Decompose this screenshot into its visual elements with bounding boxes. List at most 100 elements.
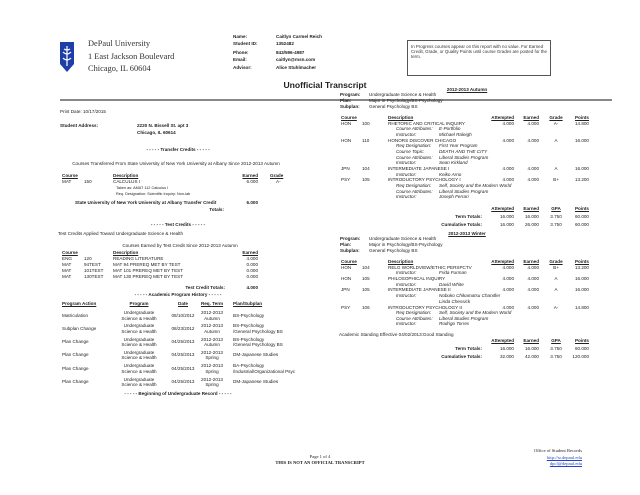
course-grade: A-	[276, 179, 281, 184]
course-detail-value: E-Portfolio	[439, 126, 461, 132]
university-address-line1: 1 East Jackson Boulevard	[88, 52, 175, 61]
course-attempted: 4.000	[502, 177, 515, 183]
history-action: Matriculation	[62, 312, 89, 318]
name-label: Name:	[233, 34, 248, 39]
column-req-term: Req. Term	[200, 301, 224, 306]
course-number: 105	[362, 287, 370, 293]
test-subheading: Courses Earned by Test Credit Since 2012…	[122, 243, 238, 248]
course-detail-value: Linda Chessick	[439, 298, 471, 304]
test-course-subject: MAT	[62, 262, 72, 267]
test-course-description: MAT 130 PREREQ MET BY TEST	[113, 274, 184, 279]
term-totals-earned: 16.000	[524, 346, 539, 352]
course-description: PHILOSOPHICAL INQUIRY	[388, 275, 446, 281]
history-term: 2012-2013	[201, 376, 223, 382]
course-grade: A-	[553, 120, 559, 126]
totals-column-points: Points	[574, 206, 589, 212]
history-term: Spring	[205, 355, 219, 361]
term-plan: Major in Psychology/BS-Psychology	[369, 98, 443, 103]
test-course-number: 94TEST	[84, 262, 101, 267]
course-detail-label: Course Attributes:	[396, 126, 433, 132]
cumulative-totals-gpa: 3.750	[550, 222, 562, 228]
term-totals-earned: 16.000	[524, 214, 539, 220]
undergraduate-record-heading: - - - - - Beginning of Undergraduate Rec…	[124, 391, 232, 396]
term-plan: Major in Psychology/BS-Psychology	[369, 242, 443, 247]
term-subplan-label: Subplan:	[340, 104, 360, 109]
history-date: 08/23/2012	[171, 325, 195, 331]
student-id-label: Student ID:	[233, 41, 258, 46]
history-program: Undergraduate	[123, 336, 155, 342]
term-plan-label: Plan:	[340, 242, 352, 247]
totals-column-points: Points	[574, 338, 589, 344]
course-earned: 4.000	[527, 177, 540, 183]
course-points: 13.200	[574, 177, 589, 183]
history-plan: BS-Psychology	[233, 336, 265, 342]
column-earned: Earned	[242, 250, 258, 255]
course-description: HONORS DISCOVER CHICAGO	[388, 137, 457, 143]
column-plan: Plan/Subplan	[233, 301, 263, 306]
totals-column-attempted: Attempted	[491, 338, 514, 344]
student-address-line2: Chicago, IL 60614	[137, 130, 176, 135]
course-detail-label: Instructor:	[396, 293, 417, 299]
student-id: 1352482	[276, 41, 294, 46]
course-points: 16.000	[574, 287, 589, 293]
history-program: Undergraduate	[123, 376, 155, 382]
academic-standing: Academic Standing Effective 04/02/2013:G…	[339, 332, 454, 338]
office-email[interactable]: dpcl@depaul.edu	[549, 461, 582, 466]
transfer-total-label: State University of New York University …	[75, 200, 217, 205]
column-attempted: Attempted	[491, 259, 514, 264]
test-total: 4.000	[246, 285, 259, 290]
course-detail-value: Liberal Studies Program	[439, 154, 489, 160]
column-description: Description	[388, 115, 414, 120]
term-totals-gpa: 3.750	[550, 214, 562, 220]
term-totals-points: 60.000	[574, 346, 589, 352]
course-description: INTRODUCTORY PSYCHOLOGY II	[388, 304, 462, 310]
course-detail-value: Liberal Studies Program	[439, 315, 489, 321]
history-date: 04/25/2013	[171, 365, 195, 371]
student-address-line1: 2220 N. Bissell St. apt 3	[137, 123, 189, 128]
test-course-earned: 4.000	[246, 256, 259, 261]
term-totals-points: 60.000	[574, 214, 589, 220]
course-description: RHETORIC AND CRITICAL INQUIRY	[388, 120, 465, 126]
cumulative-totals-earned: 26.000	[524, 222, 539, 228]
history-term: 2012-2013	[201, 336, 223, 342]
column-course: Course	[341, 259, 357, 264]
course-earned: 6.000	[246, 179, 259, 184]
term-plan-label: Plan:	[340, 98, 352, 103]
history-program: Undergraduate	[123, 349, 155, 355]
history-plan: BS-Psychology	[233, 323, 265, 329]
page-title: Unofficial Transcript	[283, 80, 367, 90]
course-subject: HON	[341, 137, 352, 143]
course-detail-label: Req Designation:	[396, 143, 432, 149]
student-advisor: Alice Stuhlmacher	[276, 65, 317, 70]
course-attempted: 4.000	[502, 287, 515, 293]
course-detail-value: Joseph Ferrari	[439, 194, 469, 200]
student-email: caitlyn@msn.com	[276, 57, 316, 62]
history-action: Subplan Change	[62, 325, 97, 331]
transfer-subheading: Courses Transferred From State Universit…	[72, 161, 280, 166]
student-address-label: Student Address:	[60, 123, 99, 128]
course-description: INTERMEDIATE JAPANESE I	[388, 166, 450, 171]
course-subject: HON	[341, 264, 352, 270]
term-subplan-label: Subplan:	[340, 248, 360, 253]
cumulative-totals-attempted: 32.000	[499, 354, 514, 360]
column-program-action: Program Action	[62, 301, 97, 306]
office-link[interactable]: http://sr.depaul.edu	[546, 455, 582, 460]
term-name: 2012-2013 Autumn	[446, 87, 488, 92]
course-detail-label: Instructor:	[396, 321, 417, 327]
history-term: 2012-2013	[201, 310, 223, 315]
course-number: 100	[362, 120, 370, 126]
term-totals-label: Term Totals:	[455, 346, 482, 352]
test-course-earned: 0.000	[246, 262, 259, 267]
history-program: Undergraduate	[123, 323, 155, 329]
history-term: 2012-2013	[201, 323, 223, 329]
term-totals-label: Term Totals:	[455, 214, 482, 220]
course-attempted: 4.000	[502, 275, 515, 281]
course-earned: 4.000	[527, 137, 540, 143]
test-course-number: 101TEST	[84, 268, 104, 273]
test-course-subject: ENG	[62, 256, 72, 261]
course-detail-label: Instructor:	[396, 194, 417, 200]
history-program: Science & Health	[121, 355, 157, 361]
course-description: CALCULUS I	[113, 179, 141, 184]
course-detail-label: Course Attributes:	[396, 188, 433, 194]
history-program: Science & Health	[121, 315, 157, 321]
